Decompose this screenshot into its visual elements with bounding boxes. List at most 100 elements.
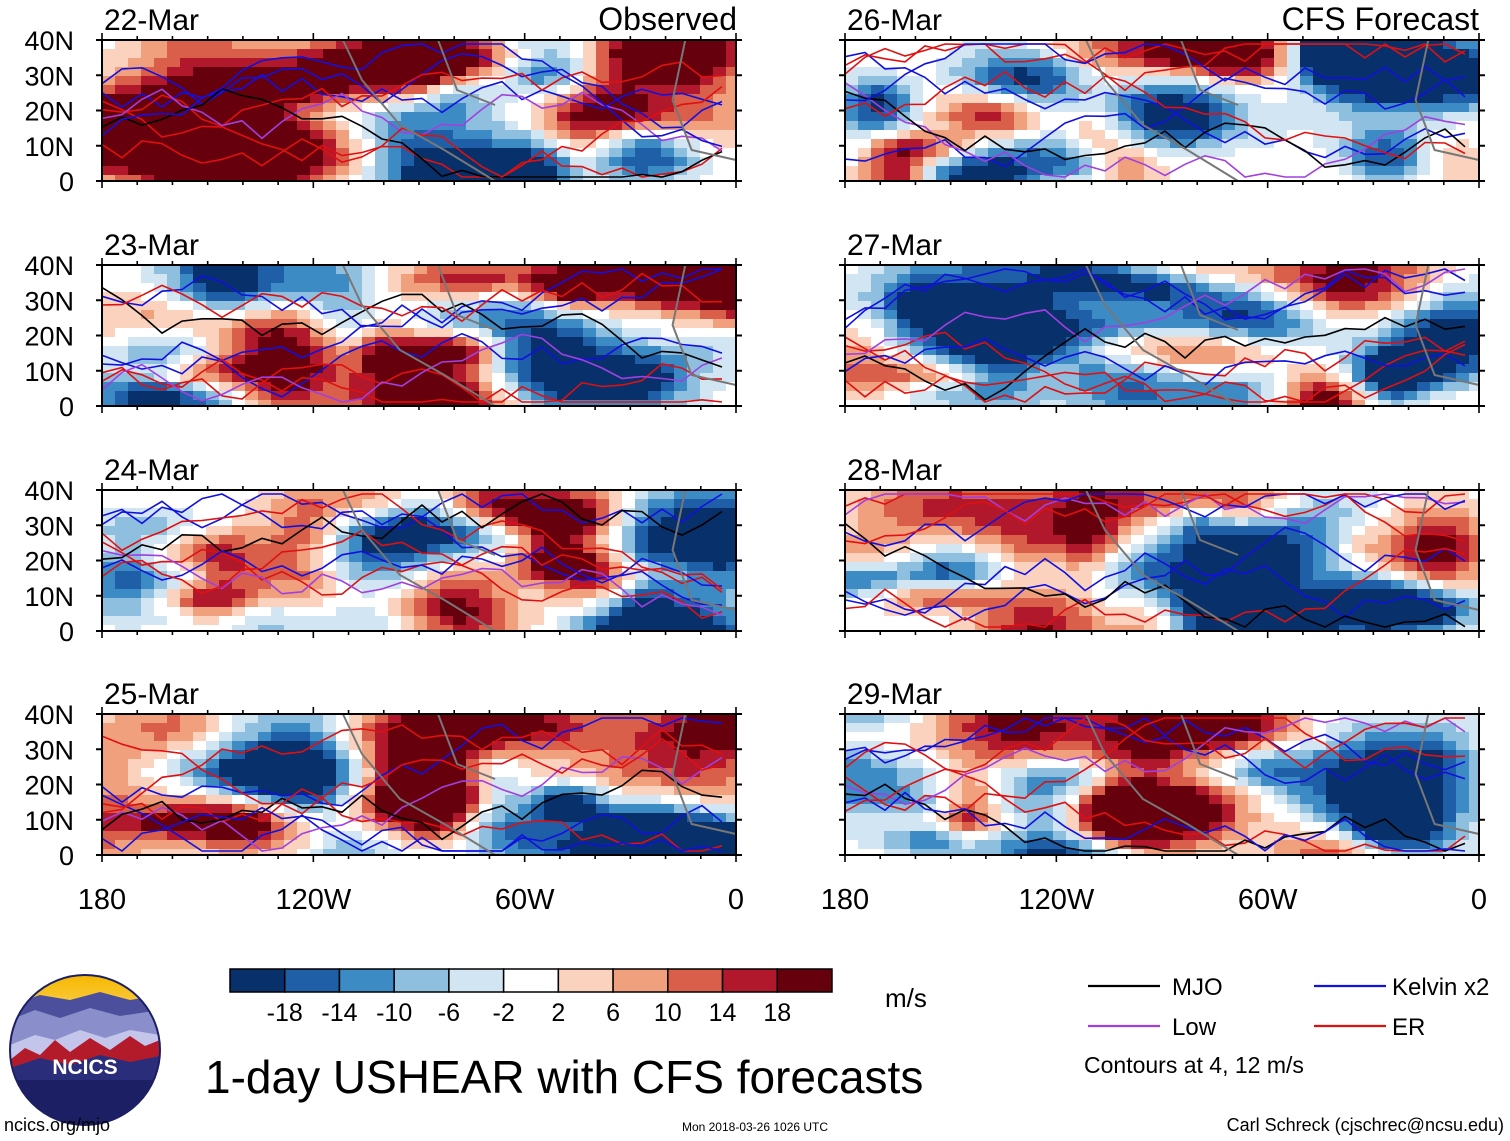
heat-cell <box>336 544 350 554</box>
heat-cell <box>440 562 454 572</box>
heat-cell <box>1326 292 1340 302</box>
heat-cell <box>557 723 571 733</box>
heat-cell <box>687 130 701 140</box>
heat-cell <box>388 274 402 284</box>
heat-cell <box>440 310 454 320</box>
heat-cell <box>988 121 1002 131</box>
heat-cell <box>492 795 506 805</box>
heat-cell <box>232 301 246 311</box>
heat-cell <box>713 526 727 536</box>
heat-cell <box>845 58 859 68</box>
heat-cell <box>115 382 129 392</box>
heat-cell <box>271 130 285 140</box>
heat-cell <box>336 58 350 68</box>
heat-cell <box>1326 67 1340 77</box>
heat-cell <box>845 319 859 329</box>
contour-line <box>101 88 723 152</box>
heat-cell <box>1274 310 1288 320</box>
heat-cell <box>713 831 727 841</box>
heat-cell <box>1079 49 1093 59</box>
heat-cell <box>1469 175 1480 182</box>
heat-cell <box>674 265 688 275</box>
heat-cell <box>845 400 859 407</box>
heat-cell <box>622 616 636 626</box>
heat-cell <box>531 616 545 626</box>
heat-cell <box>466 562 480 572</box>
heat-cell <box>1391 292 1405 302</box>
heat-cell <box>648 346 662 356</box>
heat-cell <box>245 831 259 841</box>
heat-cell <box>232 121 246 131</box>
heat-cell <box>858 274 872 284</box>
heat-cell <box>1001 274 1015 284</box>
heat-cell <box>167 319 181 329</box>
heat-cell <box>206 67 220 77</box>
heat-cell <box>544 319 558 329</box>
heat-cell <box>661 400 675 407</box>
heat-cell <box>726 391 737 401</box>
heat-cell <box>1248 265 1262 275</box>
heat-cell <box>1404 274 1418 284</box>
heat-cell <box>1027 355 1041 365</box>
heat-cell <box>154 571 168 581</box>
heat-cell <box>1066 76 1080 86</box>
heat-cell <box>1079 355 1093 365</box>
heat-cell <box>988 301 1002 311</box>
heat-cell <box>102 103 116 113</box>
heat-cell <box>687 714 701 724</box>
heat-cell <box>609 175 623 182</box>
heat-cell <box>1222 283 1236 293</box>
heat-cell <box>713 130 727 140</box>
heat-cell <box>245 553 259 563</box>
heat-cell <box>1053 400 1067 407</box>
heat-cell <box>583 499 597 509</box>
heat-cell <box>1417 274 1431 284</box>
heat-cell <box>505 562 519 572</box>
heat-cell <box>687 580 701 590</box>
heat-cell <box>180 795 194 805</box>
heat-cell <box>362 517 376 527</box>
heat-cell <box>713 112 727 122</box>
heat-cell <box>871 373 885 383</box>
heat-cell <box>622 328 636 338</box>
heat-cell <box>492 346 506 356</box>
heat-cell <box>102 76 116 86</box>
heat-cell <box>648 58 662 68</box>
heat-cell <box>167 175 181 182</box>
heat-cell <box>388 346 402 356</box>
heat-cell <box>336 175 350 182</box>
heat-cell <box>583 337 597 347</box>
heat-cell <box>167 157 181 167</box>
heat-cell <box>518 355 532 365</box>
heat-cell <box>884 373 898 383</box>
heat-cell <box>284 382 298 392</box>
heat-cell <box>962 157 976 167</box>
heat-cell <box>414 391 428 401</box>
heat-cell <box>375 598 389 608</box>
heat-cell <box>557 786 571 796</box>
heat-cell <box>271 346 285 356</box>
heat-cell <box>1170 76 1184 86</box>
heat-cell <box>102 741 116 751</box>
heat-cell <box>453 786 467 796</box>
heat-cell <box>936 400 950 407</box>
heat-cell <box>622 319 636 329</box>
heat-cell <box>232 508 246 518</box>
heat-cell <box>1261 319 1275 329</box>
contour-line <box>101 546 723 587</box>
heat-cell <box>1443 58 1457 68</box>
heat-cell <box>884 175 898 182</box>
heat-cell <box>1352 364 1366 374</box>
heat-cell <box>570 148 584 158</box>
heat-cell <box>858 382 872 392</box>
heat-cell <box>1040 355 1054 365</box>
heat-cell <box>1469 292 1480 302</box>
heat-cell <box>206 292 220 302</box>
heat-cell <box>258 508 272 518</box>
heat-cell <box>258 103 272 113</box>
heat-cell <box>687 544 701 554</box>
heat-cell <box>1053 148 1067 158</box>
heat-cell <box>1313 166 1327 176</box>
heat-cell <box>1222 40 1236 50</box>
heat-cell <box>622 849 636 856</box>
